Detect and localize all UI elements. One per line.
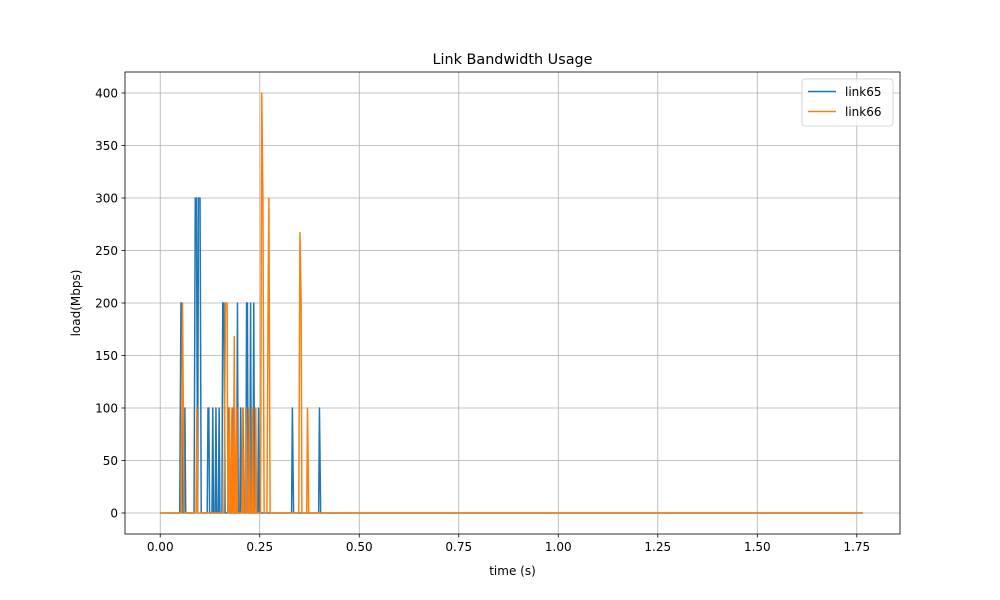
series-line-link66 [160,92,863,514]
y-tick-label: 0 [110,506,118,520]
legend: link65 link66 [801,78,894,127]
x-tick-label: 1.25 [644,540,671,554]
legend-label-link66: link66 [845,105,882,119]
y-axis-label: load(Mbps) [69,270,83,337]
y-tick-label: 100 [95,401,118,415]
y-tick-label: 250 [95,244,118,258]
legend-label-link65: link65 [845,85,882,99]
plot-area [124,71,901,535]
x-axis-label: time (s) [489,564,536,578]
x-tick-label: 1.00 [545,540,572,554]
x-tick-label: 1.50 [744,540,771,554]
x-tick-label: 1.75 [843,540,870,554]
y-tick-label: 50 [103,454,118,468]
y-axis: 0 50 100 150 200 250 300 350 400 [95,86,125,520]
chart-title: Link Bandwidth Usage [432,52,592,68]
x-tick-label: 0.50 [346,540,373,554]
y-tick-label: 350 [95,139,118,153]
x-tick-label: 0.25 [246,540,273,554]
y-tick-label: 300 [95,191,118,205]
series-lines [160,92,863,514]
x-tick-label: 0.75 [445,540,472,554]
y-tick-label: 400 [95,86,118,100]
x-axis: 0.00 0.25 0.50 0.75 1.00 1.25 1.50 1.75 [147,534,870,554]
x-tick-label: 0.00 [147,540,174,554]
grid-lines [125,72,900,534]
y-tick-label: 150 [95,349,118,363]
y-tick-label: 200 [95,296,118,310]
